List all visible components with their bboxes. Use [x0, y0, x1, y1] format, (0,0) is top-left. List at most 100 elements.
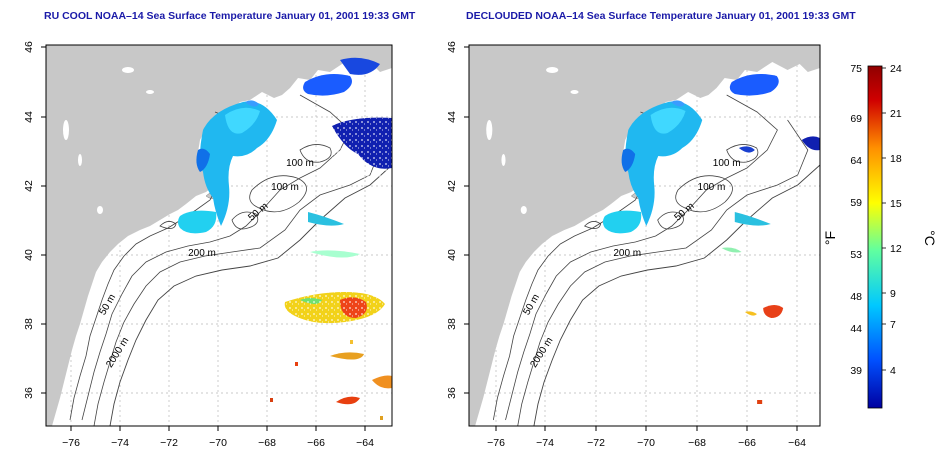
- colorbar-c-tick: 4: [890, 365, 896, 377]
- sst-patch: [738, 146, 755, 153]
- lake-shape: [97, 206, 103, 214]
- y-tick-label: 46: [23, 41, 35, 53]
- colorbar-f-tick: 69: [850, 113, 862, 125]
- depth-label: 100 m: [286, 158, 314, 169]
- lake-shape: [546, 67, 559, 73]
- y-tick-label: 40: [446, 249, 458, 261]
- x-tick-label: −72: [587, 437, 605, 449]
- colorbar-f-tick: 48: [850, 291, 862, 303]
- y-tick-label: 40: [23, 249, 35, 261]
- x-tick-label: −72: [160, 437, 178, 449]
- colorbar-c-tick: 7: [890, 319, 896, 331]
- sst-patch: [196, 148, 210, 172]
- y-tick-label: 46: [446, 41, 458, 53]
- map-frame: [468, 44, 821, 427]
- y-tick-label: 42: [446, 180, 458, 192]
- celsius-label: °C: [922, 230, 938, 246]
- y-tick-label: 42: [23, 180, 35, 192]
- sst-patch: [650, 107, 686, 134]
- colorbar-c-tick: 9: [890, 288, 896, 300]
- sst-pixel: [270, 398, 273, 402]
- x-tick-label: −74: [111, 437, 129, 449]
- sst-patch: [372, 375, 392, 389]
- sst-patch: [225, 107, 260, 134]
- sst-patch: [670, 100, 685, 107]
- x-tick-label: −68: [258, 437, 276, 449]
- sst-data: [602, 74, 820, 404]
- lake-shape: [63, 120, 69, 140]
- sst-patch: [801, 136, 820, 151]
- sst-data: [178, 57, 392, 420]
- sst-pixel: [380, 416, 383, 420]
- right-panel-title: DECLOUDED NOAA–14 Sea Surface Temperatur…: [466, 10, 856, 22]
- map-frame: [45, 44, 393, 427]
- land-mass: [46, 45, 392, 426]
- colorbar-f-tick: 53: [850, 249, 862, 261]
- lake-shape: [594, 238, 599, 242]
- sst-patch: [763, 305, 784, 318]
- x-tick-label: −70: [209, 437, 227, 449]
- x-tick-label: −64: [788, 437, 806, 449]
- y-tick-label: 36: [23, 387, 35, 399]
- x-tick-label: −76: [62, 437, 80, 449]
- left-panel-title: RU COOL NOAA–14 Sea Surface Temperature …: [44, 10, 416, 22]
- depth-label: 100 m: [713, 158, 741, 169]
- colorbar-f-tick: 59: [850, 197, 862, 209]
- colorbar-f-tick: 75: [850, 63, 862, 75]
- depth-label: 100 m: [271, 182, 299, 193]
- colorbar-c-tick: 24: [890, 63, 902, 75]
- colorbar-gradient: [867, 65, 883, 409]
- sst-patch: [729, 74, 779, 96]
- sst-patch: [178, 210, 217, 234]
- sst-patch: [734, 212, 771, 226]
- y-tick-label: 38: [23, 318, 35, 330]
- sst-patch: [330, 352, 364, 360]
- lake-shape: [146, 90, 154, 94]
- sst-patch: [621, 148, 636, 172]
- colorbar: 75 69 64 59 53 48 44 39 24 21 18 15 12 9 7 4 °F °C: [822, 63, 938, 409]
- x-tick-label: −66: [307, 437, 325, 449]
- sst-patch: [721, 247, 742, 253]
- sst-pixel: [757, 400, 763, 404]
- colorbar-c-tick: 15: [890, 198, 902, 210]
- lake-shape: [78, 154, 82, 166]
- colorbar-f-tick: 39: [850, 365, 862, 377]
- sst-gulf-of-maine: [200, 101, 277, 226]
- sst-pixel: [295, 362, 298, 366]
- sst-patch: [340, 57, 380, 75]
- lake-shape: [520, 206, 527, 214]
- colorbar-f-tick: 64: [850, 155, 862, 167]
- sst-patch: [310, 250, 360, 258]
- y-tick-label: 36: [446, 387, 458, 399]
- lake-shape: [570, 90, 579, 94]
- depth-label: 200 m: [613, 248, 641, 259]
- sst-gulf-of-maine: [625, 101, 703, 226]
- y-tick-label: 44: [23, 111, 35, 123]
- x-tick-label: −66: [738, 437, 756, 449]
- x-tick-label: −64: [356, 437, 374, 449]
- fahrenheit-label: °F: [822, 231, 838, 245]
- sst-patch: [308, 212, 344, 226]
- depth-label: 200 m: [188, 248, 216, 259]
- x-tick-label: −68: [688, 437, 706, 449]
- sst-patch: [744, 311, 757, 316]
- sst-pixel: [350, 340, 353, 344]
- sst-patch: [336, 396, 360, 405]
- colorbar-c-tick: 21: [890, 108, 902, 120]
- x-tick-label: −74: [536, 437, 554, 449]
- x-tick-label: −70: [637, 437, 655, 449]
- lake-shape: [170, 238, 174, 242]
- colorbar-f-tick: 44: [850, 323, 862, 335]
- sst-patch: [245, 100, 259, 107]
- y-tick-label: 38: [446, 318, 458, 330]
- x-tick-label: −76: [487, 437, 505, 449]
- land-mass: [469, 45, 820, 426]
- y-tick-label: 44: [446, 111, 458, 123]
- depth-label: 100 m: [698, 182, 726, 193]
- sst-patch: [602, 210, 642, 234]
- lake-shape: [486, 120, 493, 140]
- colorbar-c-tick: 18: [890, 153, 902, 165]
